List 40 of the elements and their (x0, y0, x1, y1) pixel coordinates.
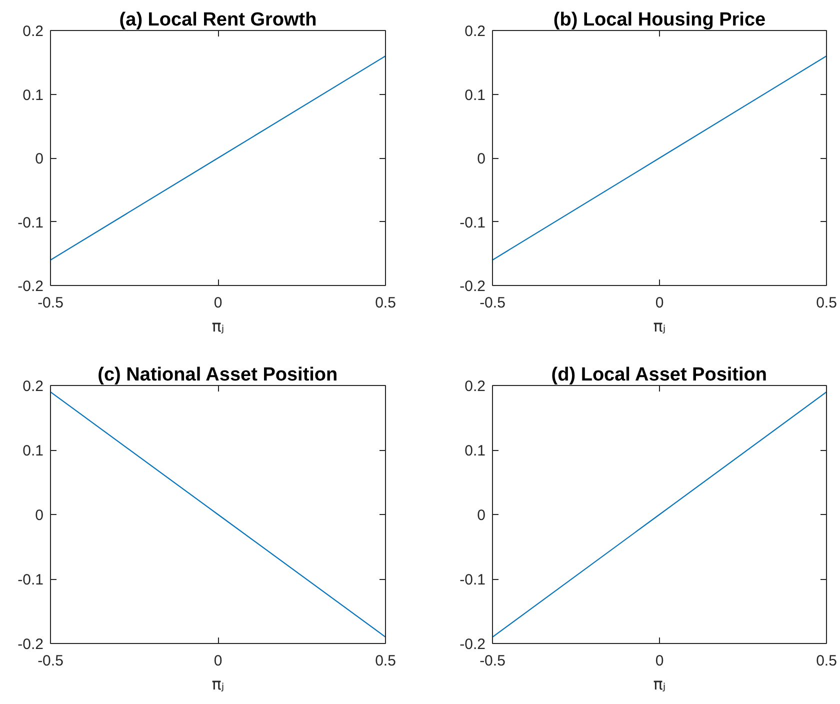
chart-title: (d) Local Asset Position (551, 364, 768, 386)
y-tick-label: 0.2 (464, 378, 486, 395)
x-tick-label: -0.5 (38, 652, 64, 670)
y-tick-label: 0.2 (464, 23, 486, 40)
x-tick-label: 0 (214, 652, 222, 670)
y-tick-label: 0.2 (22, 23, 44, 40)
y-tick-label: 0.1 (464, 86, 486, 104)
y-tick-label: -0.1 (460, 572, 486, 588)
y-tick-label: 0.2 (22, 378, 44, 395)
chart-title: (a) Local Rent Growth (119, 10, 317, 30)
x-axis-title: πⱼ (212, 674, 224, 694)
x-axis-title: πⱼ (653, 316, 666, 336)
y-tick-label: -0.2 (460, 278, 486, 295)
y-tick-label: 0 (477, 507, 486, 524)
x-tick-label: 0.5 (816, 652, 837, 670)
x-tick-label: 0.5 (375, 294, 396, 312)
x-tick-label: 0.5 (816, 294, 837, 312)
x-axis-title: πⱼ (212, 316, 224, 336)
x-tick-label: -0.5 (480, 652, 506, 670)
chart-title: (b) Local Housing Price (553, 10, 766, 30)
y-tick-label: -0.2 (18, 278, 44, 295)
y-tick-label: -0.1 (460, 214, 486, 232)
x-tick-label: 0 (655, 294, 664, 312)
y-tick-label: -0.2 (18, 636, 44, 653)
y-tick-label: 0 (35, 150, 44, 168)
y-tick-label: 0.1 (22, 86, 44, 104)
x-tick-label: 0 (214, 294, 222, 312)
x-tick-label: 0 (655, 652, 664, 670)
x-tick-label: -0.5 (480, 294, 506, 312)
x-tick-label: 0.5 (375, 652, 396, 670)
y-tick-label: -0.2 (460, 636, 486, 653)
chart-title: (c) National Asset Position (98, 364, 338, 386)
y-tick-label: 0.1 (464, 442, 486, 460)
y-tick-label: -0.1 (18, 214, 44, 232)
x-tick-label: -0.5 (38, 294, 64, 312)
y-tick-label: -0.1 (18, 572, 44, 588)
y-tick-label: 0 (477, 150, 486, 168)
x-axis-title: πⱼ (653, 674, 666, 694)
y-tick-label: 0 (35, 507, 44, 524)
y-tick-label: 0.1 (22, 442, 44, 460)
